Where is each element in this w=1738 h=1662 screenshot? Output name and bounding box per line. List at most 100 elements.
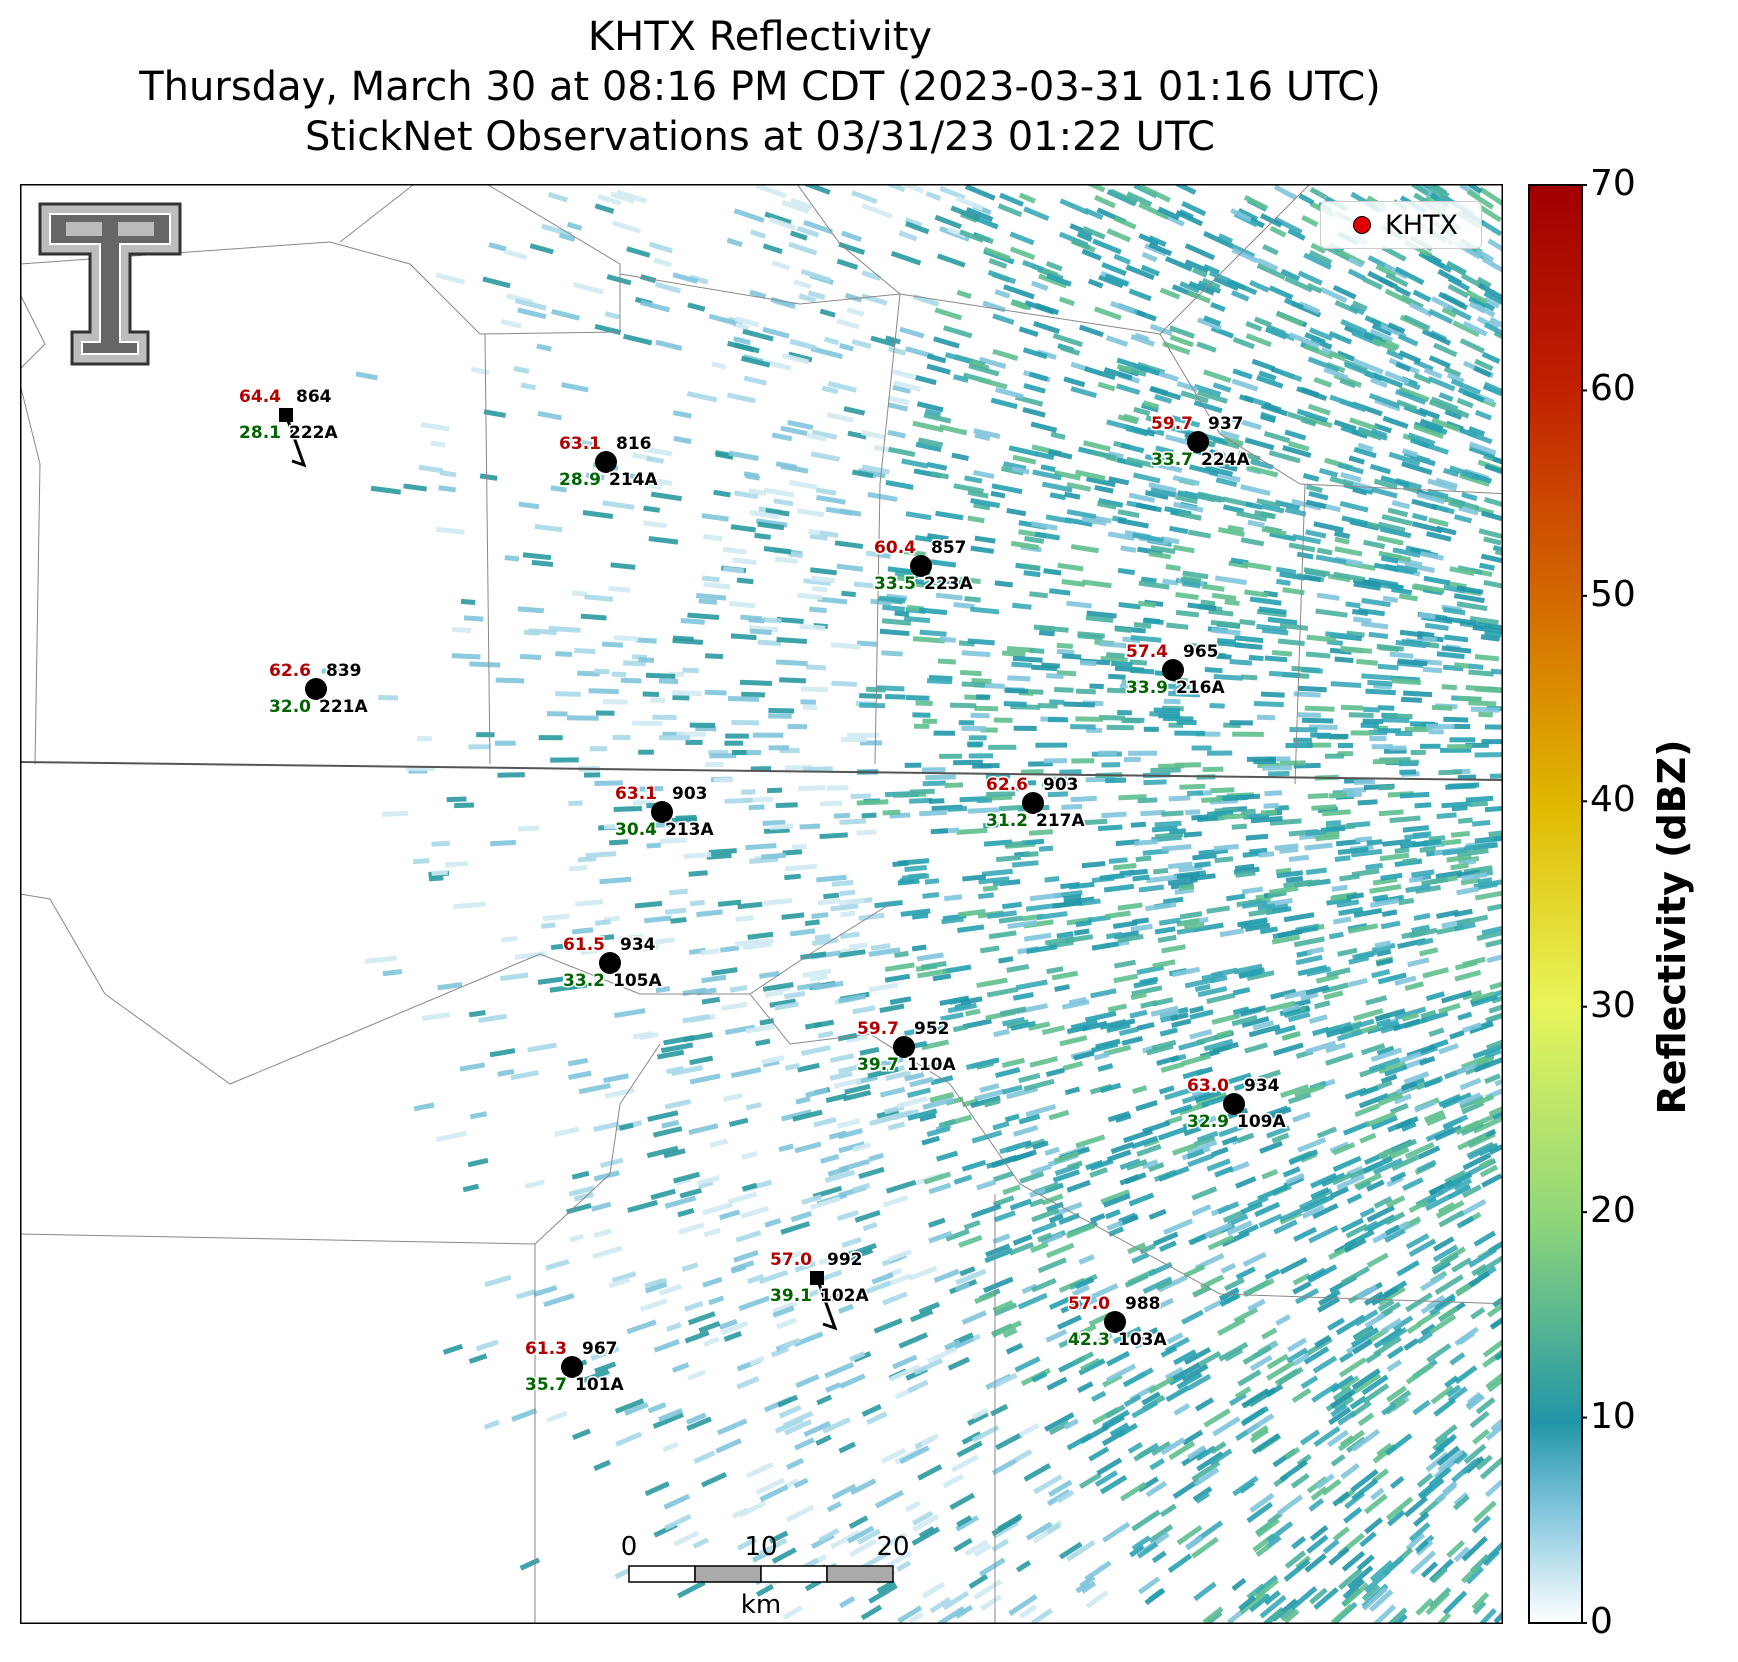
station-pressure: 992 [827, 1250, 863, 1270]
station-dewpoint: 33.2 [563, 971, 605, 991]
station-marker-icon [810, 1271, 824, 1285]
map-title: KHTX Reflectivity [587, 14, 933, 60]
station-marker-icon [651, 801, 673, 823]
station-pressure: 965 [1183, 642, 1219, 662]
legend-label: KHTX [1385, 209, 1458, 241]
station-dewpoint: 33.7 [1151, 450, 1193, 470]
station-dewpoint: 32.9 [1187, 1112, 1229, 1132]
station-217A[interactable]: 62.6 903 31.2 217A [985, 774, 1087, 833]
station-marker-icon [1104, 1311, 1126, 1333]
station-temperature: 63.1 [615, 784, 657, 804]
station-temperature: 62.6 [269, 661, 311, 681]
scale-tick-20: 20 [876, 1532, 910, 1562]
station-dewpoint: 39.7 [857, 1055, 899, 1075]
county-borders [20, 184, 1503, 1624]
station-216A[interactable]: 57.4 965 33.9 216A [1125, 641, 1227, 700]
station-dewpoint: 28.9 [559, 470, 601, 490]
station-213A[interactable]: 63.1 903 30.4 213A [614, 783, 716, 842]
station-pressure: 903 [1043, 775, 1079, 795]
colorbar-tick-label: 40 [1590, 779, 1636, 821]
station-pressure: 857 [931, 538, 967, 558]
colorbar-tick-label: 70 [1590, 163, 1636, 204]
station-dewpoint: 42.3 [1068, 1330, 1110, 1350]
station-pressure: 903 [672, 784, 708, 804]
station-id: 222A [289, 423, 338, 443]
station-temperature: 63.0 [1187, 1076, 1229, 1096]
station-marker-icon [893, 1036, 915, 1058]
station-pressure: 816 [616, 434, 652, 454]
station-temperature: 59.7 [1151, 414, 1193, 434]
station-pressure: 934 [620, 935, 656, 955]
station-marker-icon [595, 451, 617, 473]
station-id: 217A [1036, 811, 1085, 831]
station-temperature: 63.1 [559, 434, 601, 454]
station-temperature: 60.4 [874, 538, 916, 558]
colorbar-tick-label: 10 [1590, 1395, 1636, 1437]
map-subtitle-time: Thursday, March 30 at 08:16 PM CDT (2023… [139, 64, 1381, 110]
scale-unit: km [740, 1590, 782, 1620]
map-legend: KHTX [1320, 201, 1482, 249]
station-dewpoint: 33.5 [874, 574, 916, 594]
station-dewpoint: 39.1 [770, 1286, 812, 1306]
map-subtitle-observations: StickNet Observations at 03/31/23 01:22 … [305, 114, 1215, 160]
station-pressure: 934 [1244, 1076, 1280, 1096]
station-marker-icon [1223, 1093, 1245, 1115]
station-temperature: 61.3 [525, 1339, 567, 1359]
station-pressure: 988 [1125, 1294, 1161, 1314]
station-id: 110A [907, 1055, 956, 1075]
station-dewpoint: 30.4 [615, 820, 657, 840]
station-temperature: 59.7 [857, 1019, 899, 1039]
station-pressure: 937 [1208, 414, 1244, 434]
colorbar-tick-label: 30 [1590, 984, 1636, 1026]
station-105A[interactable]: 61.5 934 33.2 105A [562, 934, 664, 993]
station-temperature: 61.5 [563, 935, 605, 955]
station-id: 214A [609, 470, 658, 490]
colorbar-tick-label: 60 [1590, 368, 1636, 410]
station-temperature: 64.4 [239, 387, 281, 407]
station-dewpoint: 35.7 [525, 1375, 567, 1395]
station-109A[interactable]: 63.0 934 32.9 109A [1186, 1075, 1288, 1134]
station-temperature: 57.4 [1126, 642, 1168, 662]
station-dewpoint: 33.9 [1126, 678, 1168, 698]
station-224A[interactable]: 59.7 937 33.7 224A [1150, 413, 1252, 472]
station-id: 109A [1237, 1112, 1286, 1132]
station-221A[interactable]: 62.6 839 32.0 221A [268, 660, 370, 719]
station-id: 101A [575, 1375, 624, 1395]
station-marker-icon [561, 1356, 583, 1378]
station-103A[interactable]: 57.0 988 42.3 103A [1067, 1293, 1169, 1352]
station-marker-icon [279, 408, 293, 422]
station-dewpoint: 32.0 [269, 697, 311, 717]
station-pressure: 967 [582, 1339, 618, 1359]
station-pressure: 864 [296, 387, 332, 407]
station-pressure: 839 [326, 661, 362, 681]
station-214A[interactable]: 63.1 816 28.9 214A [558, 433, 660, 492]
station-id: 216A [1176, 678, 1225, 698]
station-id: 224A [1201, 450, 1250, 470]
station-marker-icon [305, 678, 327, 700]
station-id: 213A [665, 820, 714, 840]
station-223A[interactable]: 60.4 857 33.5 223A [873, 537, 975, 596]
station-pressure: 952 [914, 1019, 950, 1039]
colorbar-tick-label: 0 [1590, 1601, 1613, 1642]
colorbar-tick-label: 20 [1590, 1190, 1636, 1232]
radar-site-marker-icon [1353, 216, 1371, 234]
station-id: 105A [613, 971, 662, 991]
station-110A[interactable]: 59.7 952 39.7 110A [856, 1018, 958, 1077]
station-102A[interactable]: 57.0 992 39.1 102A [769, 1249, 871, 1331]
texas-tech-double-t-logo [38, 202, 182, 366]
station-id: 223A [924, 574, 973, 594]
station-marker-icon [1187, 431, 1209, 453]
state-border [20, 761, 1503, 781]
colorbar-tick-label: 50 [1590, 573, 1636, 615]
station-temperature: 57.0 [1068, 1294, 1110, 1314]
scale-bar [628, 1565, 894, 1583]
radar-map[interactable]: 64.4 864 28.1 222A 63.1 816 28.9 214A 59.7 937 33.… [20, 184, 1503, 1624]
station-id: 102A [820, 1286, 869, 1306]
reflectivity-layer [321, 184, 1503, 1624]
wind-barb-icon [284, 414, 307, 468]
station-222A[interactable]: 64.4 864 28.1 222A [238, 386, 340, 468]
scale-tick-0: 0 [620, 1532, 638, 1562]
station-dewpoint: 31.2 [986, 811, 1028, 831]
scale-tick-10: 10 [744, 1532, 778, 1562]
station-101A[interactable]: 61.3 967 35.7 101A [524, 1338, 626, 1397]
